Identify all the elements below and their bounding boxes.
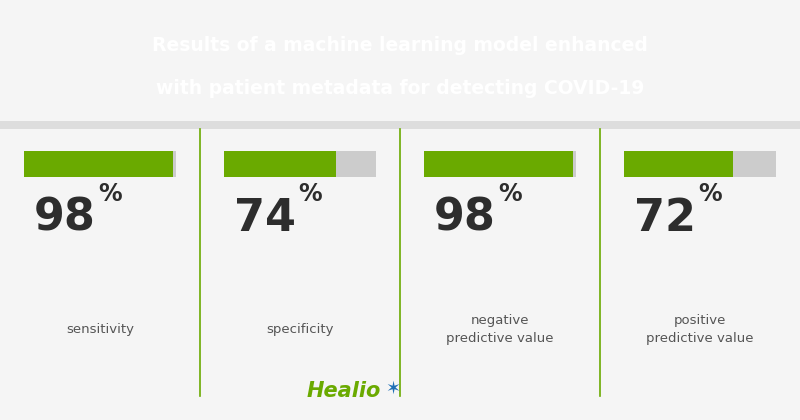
Text: %: % bbox=[298, 182, 322, 206]
Bar bbox=[734, 151, 776, 177]
Text: with patient metadata for detecting COVID-19: with patient metadata for detecting COVI… bbox=[156, 79, 644, 98]
Text: Healio: Healio bbox=[306, 381, 381, 402]
Text: %: % bbox=[498, 182, 522, 206]
Text: negative
predictive value: negative predictive value bbox=[446, 315, 554, 345]
FancyBboxPatch shape bbox=[0, 121, 800, 129]
Text: 74: 74 bbox=[234, 197, 296, 240]
Bar bbox=[624, 151, 734, 177]
Text: 98: 98 bbox=[34, 197, 96, 240]
Text: specificity: specificity bbox=[266, 323, 334, 336]
Bar bbox=[337, 151, 376, 177]
Bar bbox=[173, 151, 176, 177]
Bar bbox=[424, 151, 573, 177]
Text: positive
predictive value: positive predictive value bbox=[646, 315, 754, 345]
Bar bbox=[573, 151, 576, 177]
Text: %: % bbox=[698, 182, 722, 206]
Text: ✶: ✶ bbox=[386, 379, 401, 397]
Text: Results of a machine learning model enhanced: Results of a machine learning model enha… bbox=[152, 36, 648, 55]
Bar bbox=[24, 151, 173, 177]
Bar bbox=[224, 151, 337, 177]
Text: 98: 98 bbox=[434, 197, 496, 240]
Text: sensitivity: sensitivity bbox=[66, 323, 134, 336]
Text: %: % bbox=[98, 182, 122, 206]
Text: 72: 72 bbox=[634, 197, 696, 240]
